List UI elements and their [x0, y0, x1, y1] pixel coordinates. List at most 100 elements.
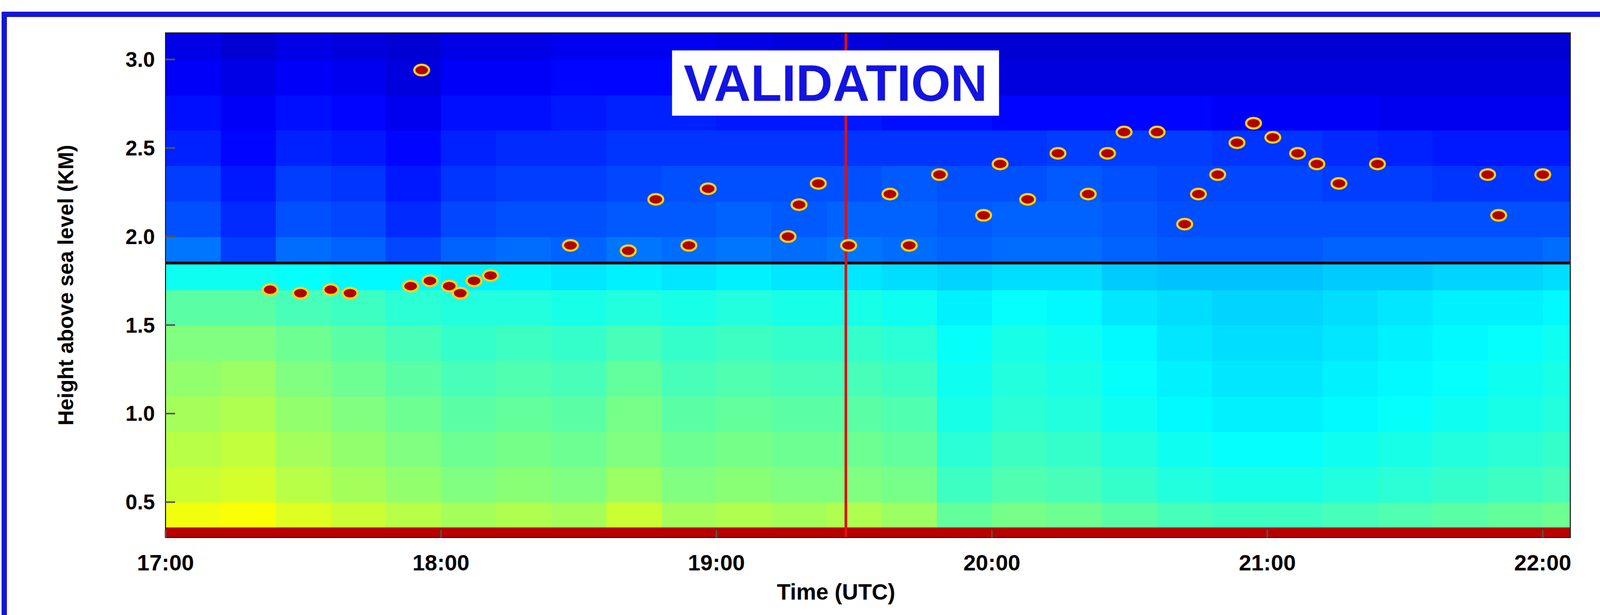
- heat-cell: [1377, 395, 1434, 432]
- heat-cell: [1542, 501, 1571, 528]
- heat-cell: [385, 526, 442, 538]
- cloud-echo: [292, 288, 308, 299]
- reference-line: [165, 261, 1571, 265]
- cloud-echo: [453, 288, 468, 299]
- x-tick: [440, 529, 442, 538]
- y-tick: [165, 324, 176, 326]
- heat-cell: [1432, 526, 1489, 538]
- heat-cell: [1267, 289, 1324, 326]
- heat-cell: [496, 130, 552, 167]
- y-tick: [165, 501, 176, 503]
- cloud-echo: [1246, 117, 1262, 129]
- heat-cell: [220, 236, 277, 264]
- heat-cell: [1212, 263, 1268, 291]
- heat-cell: [275, 165, 332, 202]
- heat-cell: [496, 289, 552, 326]
- heat-cell: [1212, 360, 1268, 397]
- heat-cell: [220, 431, 277, 468]
- heat-cell: [440, 431, 497, 468]
- heat-cell: [992, 263, 1048, 291]
- y-tick-label: 2.0: [125, 224, 155, 249]
- heat-cell: [1157, 94, 1213, 132]
- heat-cell: [826, 201, 883, 238]
- heat-cell: [1212, 501, 1268, 528]
- cloud-echo: [681, 239, 697, 251]
- heat-cell: [661, 263, 718, 291]
- heat-cell: [1046, 263, 1103, 291]
- x-tick-label: 17:00: [136, 550, 194, 576]
- heat-cell: [1046, 501, 1103, 528]
- heat-cell: [1432, 236, 1489, 264]
- plot-frame: [165, 32, 1571, 538]
- heat-cell: [1542, 466, 1571, 503]
- heat-cell: [1487, 94, 1544, 132]
- heat-cell: [881, 263, 938, 291]
- heat-cell: [440, 289, 497, 326]
- heat-cell: [1267, 201, 1324, 238]
- heat-cell: [826, 360, 883, 397]
- cloud-echo: [1050, 148, 1066, 159]
- heat-cell: [1542, 395, 1571, 432]
- heat-cell: [1432, 466, 1489, 503]
- heat-cell: [220, 395, 277, 432]
- heat-cell: [936, 325, 993, 362]
- heat-cell: [661, 201, 718, 238]
- heat-cell: [385, 130, 442, 167]
- heat-cell: [1046, 59, 1103, 96]
- cloud-echo: [1177, 218, 1193, 230]
- heat-cell: [165, 360, 222, 397]
- heat-cell: [1046, 130, 1103, 167]
- heat-cell: [385, 466, 442, 503]
- heat-cell: [771, 236, 828, 264]
- heat-cell: [1101, 201, 1158, 238]
- cloud-echo: [620, 245, 636, 256]
- heat-cell: [331, 59, 387, 96]
- heat-cell: [1101, 236, 1158, 264]
- cloud-echo: [1535, 169, 1551, 180]
- heat-cell: [936, 236, 993, 264]
- heat-cell: [1322, 395, 1379, 432]
- heat-cell: [606, 501, 663, 528]
- heat-cell: [716, 501, 772, 528]
- heat-cell: [551, 360, 607, 397]
- heat-cell: [440, 501, 497, 528]
- heat-cell: [1322, 263, 1379, 291]
- heat-cell: [275, 201, 332, 238]
- heat-cell: [771, 263, 828, 291]
- heat-cell: [220, 466, 277, 503]
- heat-cell: [1046, 94, 1103, 132]
- y-tick: [165, 235, 176, 238]
- cloud-echo: [1331, 178, 1347, 189]
- heat-cell: [1377, 360, 1434, 397]
- heat-cell: [440, 526, 497, 538]
- heat-cell: [1322, 201, 1379, 238]
- cloud-echo: [700, 183, 716, 195]
- heat-cell: [220, 165, 277, 202]
- heat-cell: [551, 395, 607, 432]
- cloud-echo: [648, 194, 664, 205]
- heat-cell: [496, 395, 552, 432]
- heat-cell: [331, 360, 387, 397]
- heat-cell: [1322, 526, 1379, 538]
- heat-cell: [551, 501, 607, 528]
- heat-cell: [1267, 236, 1324, 264]
- heat-cell: [1267, 32, 1324, 60]
- heat-cell: [1487, 165, 1544, 202]
- heat-cell: [1267, 526, 1324, 538]
- heat-cell: [551, 431, 607, 468]
- y-axis-title: Height above sea level (KM): [54, 144, 78, 426]
- cloud-echo: [1265, 132, 1281, 143]
- heat-cell: [716, 466, 772, 503]
- cloud-echo: [811, 178, 826, 189]
- cloud-echo: [932, 169, 947, 180]
- heat-cell: [661, 289, 718, 326]
- heat-cell: [165, 526, 222, 538]
- heat-cell: [936, 130, 993, 167]
- heat-cell: [1432, 32, 1489, 60]
- heat-cell: [165, 263, 222, 291]
- heat-cell: [1322, 165, 1379, 202]
- heat-cell: [440, 32, 497, 60]
- cloud-echo: [1370, 158, 1386, 170]
- heat-cell: [385, 395, 442, 432]
- heat-cell: [385, 165, 442, 202]
